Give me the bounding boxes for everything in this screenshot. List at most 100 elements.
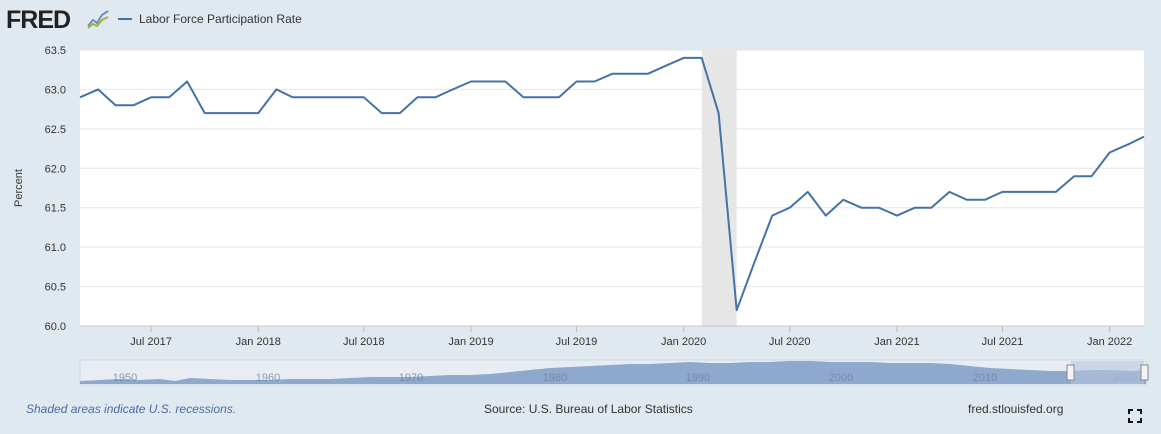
x-tick-label: Jan 2019: [448, 336, 493, 348]
data-point[interactable]: [858, 205, 864, 211]
navigator-right-handle[interactable]: [1140, 364, 1149, 381]
data-point[interactable]: [805, 189, 811, 195]
data-point[interactable]: [946, 189, 952, 195]
data-point[interactable]: [361, 94, 367, 100]
y-tick-label: 60.5: [45, 282, 66, 294]
legend-series-name: Labor Force Participation Rate: [139, 12, 302, 26]
data-point[interactable]: [538, 94, 544, 100]
chart-legend: Labor Force Participation Rate: [118, 12, 302, 26]
data-point[interactable]: [432, 94, 438, 100]
fullscreen-icon[interactable]: [1128, 409, 1142, 423]
source-text: Source: U.S. Bureau of Labor Statistics: [484, 402, 693, 416]
data-point[interactable]: [397, 110, 403, 116]
legend-swatch: [118, 18, 132, 20]
data-point[interactable]: [573, 79, 579, 85]
data-point[interactable]: [290, 94, 296, 100]
data-point[interactable]: [982, 197, 988, 203]
data-point[interactable]: [255, 110, 261, 116]
data-point[interactable]: [273, 86, 279, 92]
data-point[interactable]: [202, 110, 208, 116]
navigator-area: [80, 361, 1146, 384]
data-point[interactable]: [681, 55, 687, 61]
data-point[interactable]: [1107, 150, 1113, 156]
data-point[interactable]: [1071, 173, 1077, 179]
data-point[interactable]: [1125, 142, 1131, 148]
data-point[interactable]: [964, 197, 970, 203]
data-point[interactable]: [928, 205, 934, 211]
data-point[interactable]: [502, 79, 508, 85]
data-point[interactable]: [184, 79, 190, 85]
data-point[interactable]: [751, 260, 757, 266]
y-tick-label: 62.5: [45, 124, 66, 136]
data-point[interactable]: [1089, 173, 1095, 179]
data-point[interactable]: [308, 94, 314, 100]
data-point[interactable]: [113, 102, 119, 108]
line-chart: 60.0 60.5 61.0 61.5 62.0 62.5 63.0 63.5 Jul 201…: [13, 45, 1149, 386]
y-tick-label: 62.0: [45, 163, 66, 175]
data-point[interactable]: [610, 71, 616, 77]
data-point[interactable]: [592, 79, 598, 85]
x-tick-label: Jul 2017: [130, 336, 172, 348]
data-point[interactable]: [520, 94, 526, 100]
data-point[interactable]: [894, 213, 900, 219]
data-point[interactable]: [166, 94, 172, 100]
y-tick-label: 61.5: [45, 203, 66, 215]
data-point[interactable]: [131, 102, 137, 108]
data-point[interactable]: [220, 110, 226, 116]
navigator-selection[interactable]: [1071, 361, 1144, 384]
x-tick-label: Jan 2018: [236, 336, 281, 348]
x-tick-label: Jul 2019: [556, 336, 598, 348]
data-point[interactable]: [1141, 134, 1147, 140]
data-point[interactable]: [734, 307, 740, 313]
navigator-year-label: 1990: [686, 372, 710, 384]
data-point[interactable]: [556, 94, 562, 100]
data-point[interactable]: [627, 71, 633, 77]
data-point[interactable]: [823, 213, 829, 219]
data-point[interactable]: [645, 71, 651, 77]
recession-note: Shaded areas indicate U.S. recessions.: [26, 402, 237, 416]
data-point[interactable]: [237, 110, 243, 116]
data-point[interactable]: [148, 94, 154, 100]
fred-logo[interactable]: FRED: [6, 6, 71, 34]
navigator-year-label: 1950: [113, 372, 137, 384]
series-line: [79, 56, 1145, 312]
data-point[interactable]: [486, 79, 492, 85]
x-tick-label: Jan 2020: [661, 336, 706, 348]
navigator-year-label: 2000: [829, 372, 853, 384]
data-point[interactable]: [840, 197, 846, 203]
navigator-year-label: 2010: [973, 372, 997, 384]
data-point[interactable]: [1053, 189, 1059, 195]
data-point[interactable]: [414, 94, 420, 100]
grid-lines: [80, 49, 1144, 327]
data-point[interactable]: [450, 86, 456, 92]
y-axis-label: Percent: [13, 169, 25, 207]
data-point[interactable]: [325, 94, 331, 100]
data-point[interactable]: [95, 86, 101, 92]
navigator-left-handle[interactable]: [1066, 364, 1075, 381]
data-point[interactable]: [77, 94, 83, 100]
data-point[interactable]: [876, 205, 882, 211]
y-tick-label: 61.0: [45, 242, 66, 254]
data-point[interactable]: [1017, 189, 1023, 195]
data-point[interactable]: [787, 205, 793, 211]
data-point[interactable]: [663, 63, 669, 69]
series-layer: [77, 55, 1147, 313]
data-point[interactable]: [912, 205, 918, 211]
line-graph-icon: [86, 8, 110, 30]
data-point[interactable]: [1036, 189, 1042, 195]
data-point[interactable]: [699, 55, 705, 61]
recession-shading: [701, 50, 737, 326]
data-point[interactable]: [999, 189, 1005, 195]
x-tick-label: Jan 2022: [1087, 336, 1132, 348]
plot-background: [80, 50, 1144, 326]
y-tick-label: 63.5: [45, 45, 66, 57]
data-point[interactable]: [468, 79, 474, 85]
range-navigator[interactable]: 19501960197019801990200020102020: [79, 359, 1149, 386]
data-point[interactable]: [379, 110, 385, 116]
data-point[interactable]: [716, 110, 722, 116]
x-tick-label: Jul 2021: [982, 336, 1024, 348]
data-point[interactable]: [769, 213, 775, 219]
data-point[interactable]: [343, 94, 349, 100]
navigator-year-label: 1970: [399, 372, 423, 384]
fred-url-link[interactable]: fred.stlouisfed.org: [968, 402, 1064, 416]
